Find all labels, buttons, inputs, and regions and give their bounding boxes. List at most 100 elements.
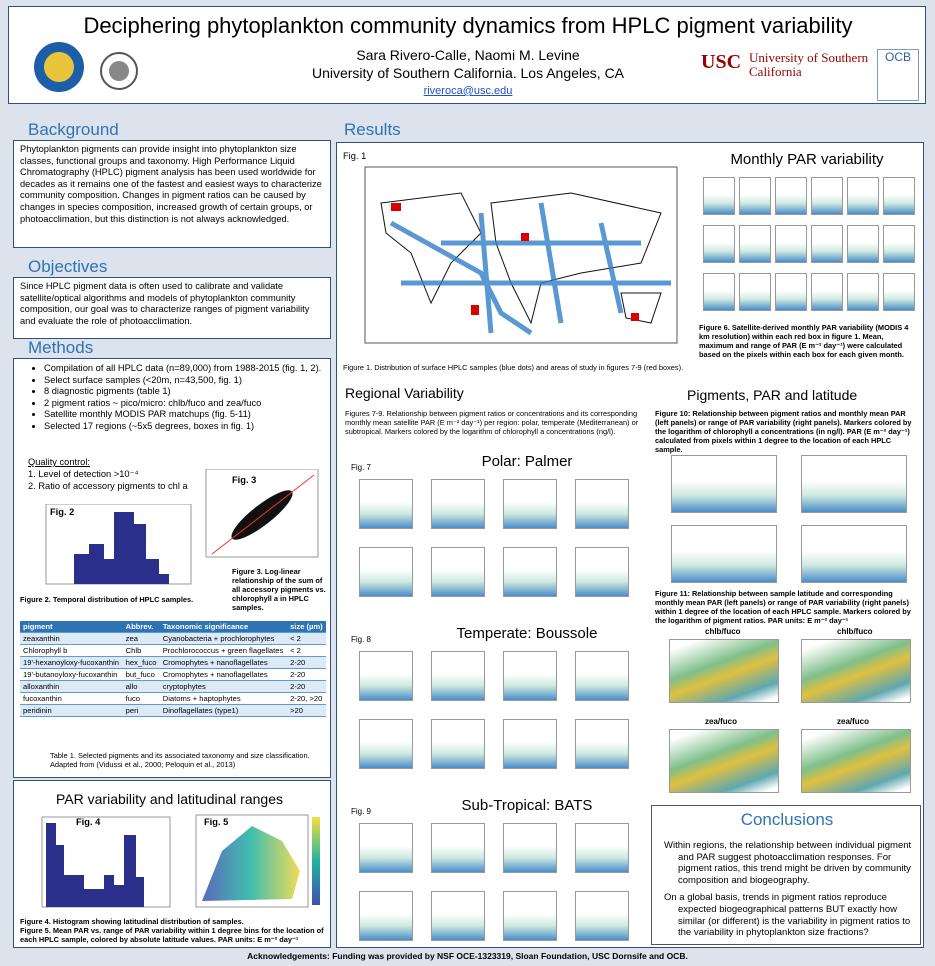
panel xyxy=(847,177,879,215)
fig10-caption: Figure 10: Relationship between pigment … xyxy=(655,409,912,454)
table-cell: 2-20 xyxy=(287,656,326,669)
panel xyxy=(811,177,843,215)
logos xyxy=(34,42,138,92)
fig4-caption: Figure 4. Histogram showing latitudinal … xyxy=(20,917,244,926)
panel xyxy=(811,273,843,311)
table-cell: Cromophytes + nanoflagellates xyxy=(159,656,288,669)
table-cell: 2-20, >20 xyxy=(287,692,326,705)
authors: Sara Rivero-Calle, Naomi M. Levine xyxy=(356,47,580,63)
table-cell: zea xyxy=(122,632,160,645)
region-fig-label: Fig. 7 xyxy=(351,463,372,472)
panel xyxy=(359,719,413,769)
panel xyxy=(431,823,485,873)
conclusions-box: Conclusions Within regions, the relation… xyxy=(651,805,921,945)
background-text: Phytoplankton pigments can provide insig… xyxy=(13,140,331,248)
panel xyxy=(669,639,779,703)
table-column: Abbrev. xyxy=(122,621,160,633)
method-bullet: Compilation of all HPLC data (n=89,000) … xyxy=(44,363,334,375)
panel xyxy=(359,823,413,873)
panel xyxy=(503,823,557,873)
monthly-title: Monthly PAR variability xyxy=(730,151,884,168)
panel xyxy=(503,547,557,597)
panel xyxy=(883,273,915,311)
qc-heading: Quality control: xyxy=(28,457,91,467)
panel xyxy=(671,525,777,583)
table-cell: Dinoflagellates (type1) xyxy=(159,704,288,717)
fig5-plot xyxy=(195,814,320,908)
panel xyxy=(431,547,485,597)
region-fig-label: Fig. 9 xyxy=(351,807,372,816)
panel xyxy=(801,639,911,703)
table-row: zeaxanthin zea Cyanobacteria + prochloroph… xyxy=(20,632,326,645)
fig5-label: Fig. 5 xyxy=(204,817,229,827)
panel xyxy=(669,729,779,793)
panel xyxy=(575,651,629,701)
panel-title: chlb/fuco xyxy=(705,627,741,636)
usc-mark: USC xyxy=(701,51,742,73)
fig4-label: Fig. 4 xyxy=(76,817,101,827)
table-cell: 2-20 xyxy=(287,668,326,681)
method-bullet: 8 diagnostic pigments (table 1) xyxy=(44,386,334,398)
table-row: 19'-butanoyloxy-fucoxanthin but_fuco Cromo… xyxy=(20,668,326,681)
table-column: size (µm) xyxy=(287,621,326,633)
header: Deciphering phytoplankton community dyna… xyxy=(8,6,926,104)
panel xyxy=(883,177,915,215)
table-cell: Diatoms + haptophytes xyxy=(159,692,288,705)
region-title: Sub-Tropical: BATS xyxy=(461,797,593,814)
table-cell: Cyanobacteria + prochlorophytes xyxy=(159,632,288,645)
fig5-caption: Figure 5. Mean PAR vs. range of PAR vari… xyxy=(20,926,324,944)
table-cell: Chlb xyxy=(122,644,160,657)
panel xyxy=(575,823,629,873)
table-row: Chlorophyll b Chlb Prochlorococcus + green… xyxy=(20,644,326,657)
table-cell: alloxanthin xyxy=(20,680,123,693)
pigment-table: pigment Abbrev. Taxonomic significance size… xyxy=(20,621,326,717)
table-column: Taxonomic significance xyxy=(159,621,288,633)
conclusion-bullet: Within regions, the relationship between… xyxy=(664,840,912,886)
fig1-caption: Figure 1. Distribution of surface HPLC s… xyxy=(343,363,684,372)
panel xyxy=(575,479,629,529)
fig11-grid: chlb/fuco chlb/fuco zea/fuco zea/fuco xyxy=(655,627,919,807)
panel xyxy=(575,719,629,769)
method-bullet: Selected 17 regions (~5x5 degrees, boxes… xyxy=(44,421,334,433)
fig1-label: Fig. 1 xyxy=(343,151,367,161)
panel xyxy=(883,225,915,263)
table-cell: < 2 xyxy=(287,644,326,657)
acknowledgements: Acknowledgements: Funding was provided b… xyxy=(247,951,688,961)
conclusions-heading: Conclusions xyxy=(740,810,834,829)
fig2-label: Fig. 2 xyxy=(50,507,75,517)
table-cell: cryptophytes xyxy=(159,680,288,693)
fig1-map xyxy=(364,166,678,344)
ocb-logo: OCB xyxy=(877,49,919,101)
qc-item: 2. Ratio of accessory pigments to chl a xyxy=(28,481,188,491)
panel xyxy=(575,547,629,597)
method-bullet: 2 pigment ratios ~ pico/micro: chlb/fuco… xyxy=(44,398,334,410)
fig6-caption: Figure 6. Satellite-derived monthly PAR … xyxy=(699,323,909,359)
panel xyxy=(431,719,485,769)
methods-heading: Methods xyxy=(28,338,94,357)
fig3-plot xyxy=(205,469,319,558)
panel-title: zea/fuco xyxy=(705,717,738,726)
conclusion-bullet: On a global basis, trends in pigment rat… xyxy=(664,892,911,939)
table-cell: fuco xyxy=(122,692,160,705)
table-cell: Chlorophyll b xyxy=(20,644,123,657)
panel xyxy=(847,273,879,311)
method-bullet: Select surface samples (<20m, n=43,500, … xyxy=(44,375,334,387)
table-column: pigment xyxy=(20,621,123,633)
methods-box: Compilation of all HPLC data (n=89,000) … xyxy=(13,358,331,778)
table-cell: peri xyxy=(122,704,160,717)
table-cell: < 2 xyxy=(287,632,326,645)
panel xyxy=(575,891,629,941)
panel xyxy=(431,479,485,529)
panel xyxy=(801,455,907,513)
fig2-caption: Figure 2. Temporal distribution of HPLC … xyxy=(20,595,194,604)
table-cell: peridinin xyxy=(20,704,123,717)
table-caption: Table 1. Selected pigments and its assoc… xyxy=(50,751,310,769)
par-heading: PAR variability and latitudinal ranges xyxy=(56,791,283,807)
fig3-label: Fig. 3 xyxy=(232,475,257,485)
panel xyxy=(801,729,911,793)
table-cell: allo xyxy=(122,680,160,693)
table-cell: zeaxanthin xyxy=(20,632,123,645)
panel xyxy=(503,479,557,529)
panel xyxy=(359,891,413,941)
